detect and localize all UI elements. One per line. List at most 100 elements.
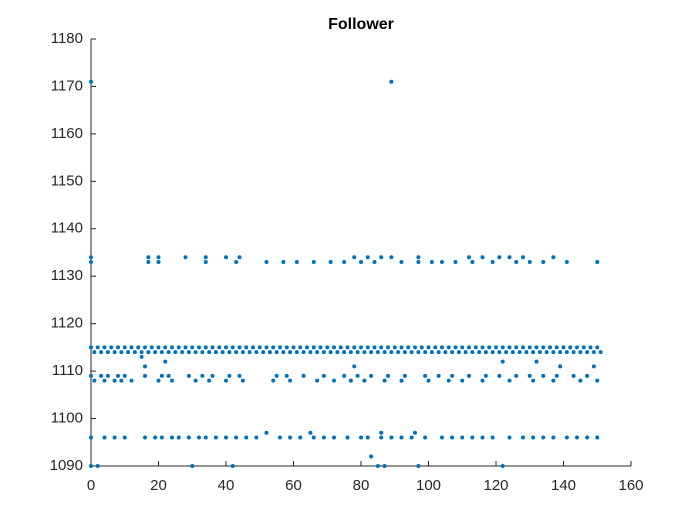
point bbox=[301, 350, 306, 355]
point bbox=[453, 259, 458, 264]
point bbox=[382, 350, 387, 355]
point bbox=[352, 255, 357, 260]
point bbox=[305, 345, 309, 350]
point bbox=[237, 255, 242, 260]
point bbox=[531, 435, 536, 440]
point bbox=[244, 345, 249, 350]
point bbox=[527, 373, 532, 378]
y-tick-label: 1170 bbox=[51, 77, 83, 94]
point bbox=[278, 345, 282, 350]
point bbox=[575, 345, 579, 350]
point bbox=[112, 378, 117, 383]
point bbox=[564, 435, 569, 440]
point bbox=[186, 435, 191, 440]
point bbox=[581, 345, 586, 350]
point bbox=[129, 378, 134, 383]
point bbox=[240, 350, 245, 355]
point bbox=[203, 345, 208, 350]
point bbox=[234, 259, 239, 264]
point bbox=[396, 350, 401, 355]
y-tick-label: 1110 bbox=[52, 362, 83, 379]
point bbox=[291, 345, 296, 350]
point bbox=[89, 345, 93, 350]
point bbox=[298, 435, 303, 440]
point bbox=[95, 464, 100, 468]
point bbox=[521, 255, 525, 260]
point bbox=[554, 373, 559, 378]
point bbox=[514, 373, 519, 378]
point bbox=[473, 345, 478, 350]
point bbox=[321, 435, 326, 440]
point bbox=[345, 435, 350, 440]
point bbox=[200, 373, 205, 378]
point bbox=[102, 378, 107, 383]
x-tick-label: 40 bbox=[218, 477, 235, 494]
point bbox=[89, 259, 93, 264]
point bbox=[591, 364, 596, 369]
point bbox=[288, 350, 293, 355]
point bbox=[220, 350, 225, 355]
point bbox=[507, 378, 512, 383]
point bbox=[527, 345, 532, 350]
point bbox=[372, 345, 377, 350]
point bbox=[180, 350, 185, 355]
point bbox=[122, 373, 127, 378]
point bbox=[504, 350, 509, 355]
point bbox=[595, 435, 600, 440]
point bbox=[359, 435, 363, 440]
point bbox=[433, 345, 438, 350]
point bbox=[224, 435, 228, 440]
point bbox=[551, 350, 556, 355]
y-tick-label: 1180 bbox=[51, 30, 83, 47]
point bbox=[210, 373, 215, 378]
chart-title: Follower bbox=[328, 16, 394, 33]
point bbox=[399, 435, 404, 440]
point bbox=[224, 255, 228, 260]
point bbox=[301, 373, 306, 378]
point bbox=[308, 350, 313, 355]
point bbox=[332, 345, 336, 350]
point bbox=[541, 345, 546, 350]
point bbox=[571, 373, 576, 378]
point bbox=[348, 350, 353, 355]
point bbox=[176, 435, 181, 440]
point bbox=[595, 378, 600, 383]
point bbox=[213, 350, 218, 355]
point bbox=[136, 345, 141, 350]
point bbox=[375, 464, 380, 468]
point bbox=[450, 350, 455, 355]
point bbox=[92, 350, 97, 355]
point bbox=[483, 350, 488, 355]
point bbox=[105, 350, 110, 355]
point bbox=[372, 259, 377, 264]
y-tick-label: 1130 bbox=[51, 267, 83, 284]
point bbox=[450, 435, 455, 440]
point bbox=[156, 259, 161, 264]
point bbox=[440, 259, 444, 264]
point bbox=[112, 350, 117, 355]
point bbox=[264, 345, 269, 350]
point bbox=[281, 350, 286, 355]
point bbox=[568, 345, 573, 350]
point bbox=[95, 345, 100, 350]
point bbox=[460, 435, 465, 440]
point bbox=[379, 435, 384, 440]
point bbox=[126, 350, 131, 355]
point bbox=[480, 345, 485, 350]
x-tick-label: 20 bbox=[150, 477, 167, 494]
point bbox=[230, 464, 235, 468]
point bbox=[159, 435, 164, 440]
point bbox=[143, 373, 147, 378]
point bbox=[379, 255, 384, 260]
point bbox=[139, 354, 144, 359]
point bbox=[365, 255, 370, 260]
point bbox=[251, 345, 255, 350]
x-tick-label: 100 bbox=[416, 477, 441, 494]
point bbox=[153, 350, 158, 355]
point bbox=[294, 350, 299, 355]
x-tick-label: 0 bbox=[87, 477, 95, 494]
point bbox=[490, 350, 495, 355]
